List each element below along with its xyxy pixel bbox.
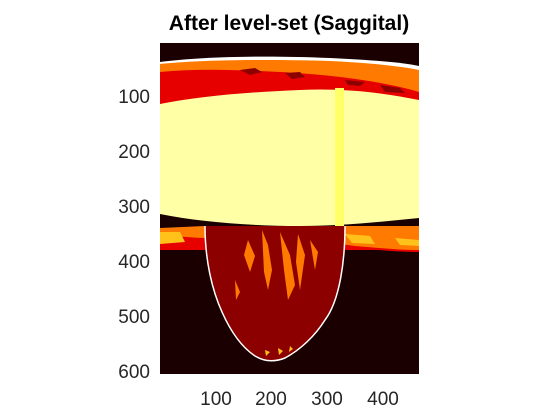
x-axis: 100 200 300 400 xyxy=(200,389,399,410)
lower-region-outline xyxy=(204,225,346,362)
x-tick-label-300: 300 xyxy=(311,389,343,410)
x-tick-label-200: 200 xyxy=(255,389,287,410)
y-tick-label-100: 100 xyxy=(118,87,150,108)
lower-dark-red-region xyxy=(205,226,345,361)
lower-region-speckles xyxy=(265,346,293,356)
top-dark-speckles xyxy=(240,68,405,93)
image-panel: 100 200 300 400 500 600 100 200 300 400 xyxy=(118,43,419,410)
bright-yellow-strip xyxy=(335,88,344,228)
y-tick-label-400: 400 xyxy=(118,252,150,273)
lower-region-streaks xyxy=(235,230,318,300)
y-axis: 100 200 300 400 500 600 xyxy=(118,87,150,383)
main-pale-yellow-region xyxy=(160,89,419,227)
lower-yellow-orange xyxy=(160,232,419,246)
y-tick-label-600: 600 xyxy=(118,362,150,383)
figure-title: After level-set (Saggital) xyxy=(169,12,409,35)
x-tick-label-400: 400 xyxy=(367,389,399,410)
y-tick-label-500: 500 xyxy=(118,307,150,328)
y-tick-label-200: 200 xyxy=(118,142,150,163)
x-tick-label-100: 100 xyxy=(200,389,232,410)
y-tick-label-300: 300 xyxy=(118,197,150,218)
lower-side-orange xyxy=(160,226,419,250)
